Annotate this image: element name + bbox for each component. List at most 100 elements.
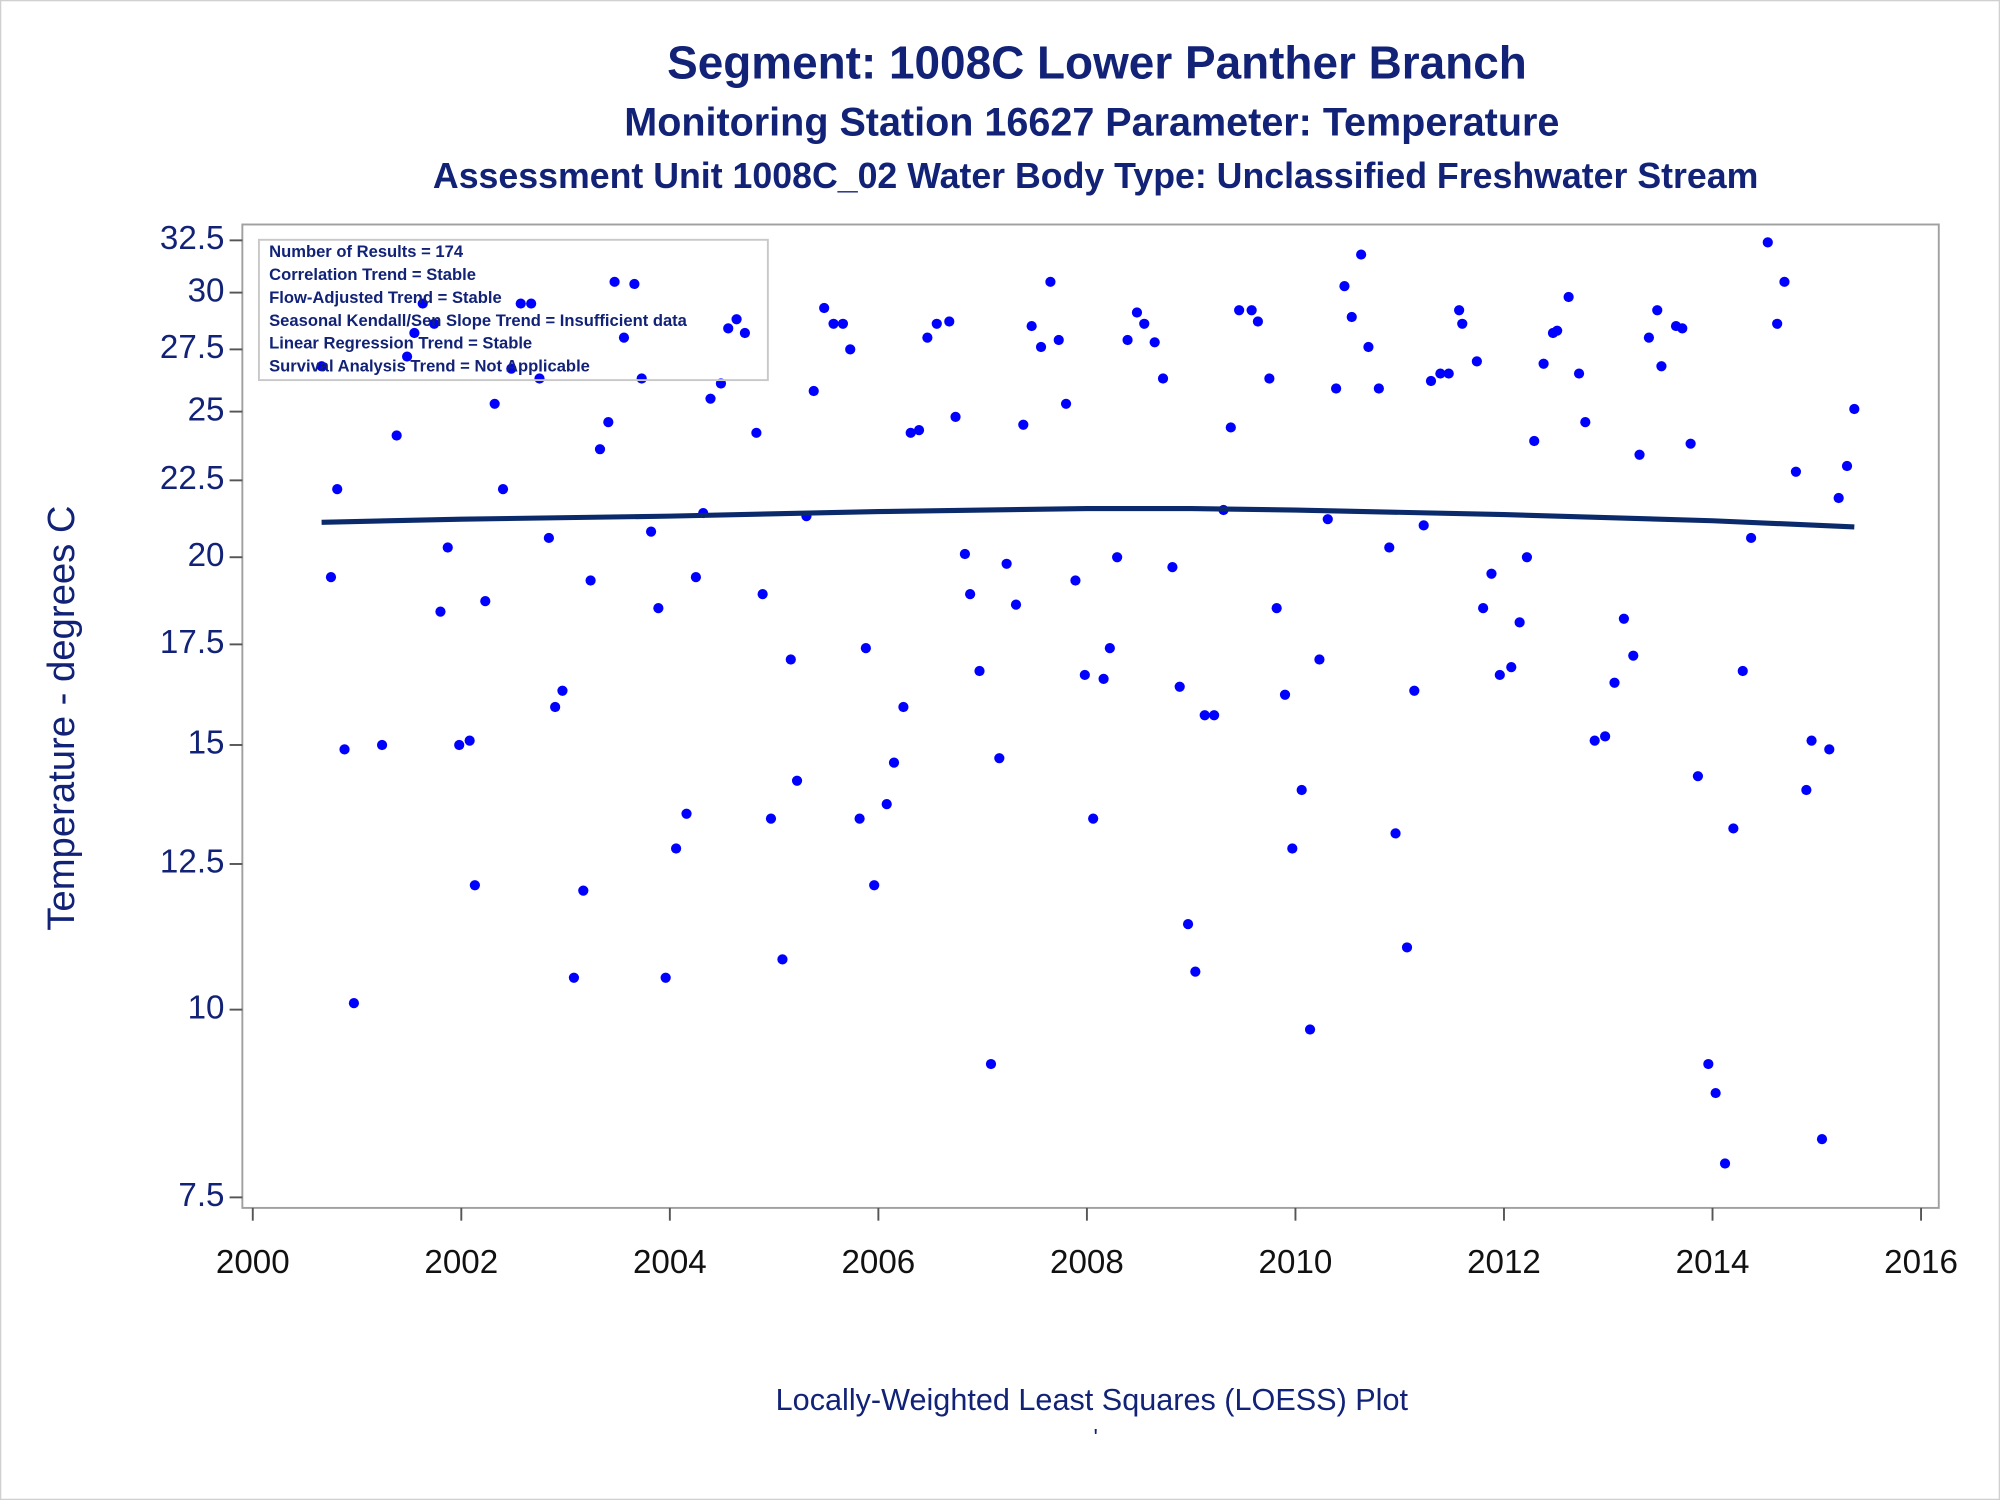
data-point (1589, 735, 1600, 746)
data-point (1816, 1134, 1828, 1145)
data-point (578, 885, 589, 896)
data-point (526, 298, 537, 309)
data-point (922, 332, 933, 343)
data-point (1122, 334, 1133, 346)
data-point (1104, 643, 1115, 654)
data-point (1279, 689, 1291, 700)
data-point (534, 373, 545, 384)
data-point (1112, 552, 1123, 563)
data-point (325, 572, 337, 583)
data-point (881, 799, 892, 810)
data-point (1563, 291, 1574, 303)
inset-text: Flow-Adjusted Trend = Stable (269, 288, 502, 307)
data-point (316, 361, 327, 372)
data-point (959, 548, 971, 560)
data-point (1252, 316, 1264, 327)
data-point (1443, 368, 1454, 379)
loess-line (321, 505, 1855, 530)
data-point (332, 484, 343, 495)
data-point (585, 575, 596, 586)
data-point (1677, 323, 1688, 334)
data-point (1339, 281, 1350, 292)
data-point (1271, 603, 1282, 614)
data-point (550, 701, 561, 713)
data-point (739, 327, 751, 339)
data-point (1246, 305, 1257, 316)
plot-frame (241, 223, 1940, 1209)
data-point (1018, 419, 1029, 430)
data-point (1457, 318, 1468, 329)
data-point (497, 484, 509, 495)
data-point (1618, 613, 1629, 624)
data-point (660, 972, 671, 983)
data-point (1745, 532, 1757, 544)
y-tick-label: 32.5 (160, 220, 225, 257)
data-point (429, 318, 440, 329)
data-point (1098, 673, 1109, 684)
data-point (618, 332, 630, 343)
data-point (1824, 744, 1835, 755)
data-point (348, 998, 360, 1009)
data-point (1573, 368, 1585, 379)
data-point (1209, 710, 1220, 721)
data-point (1182, 919, 1194, 930)
data-point (1580, 417, 1591, 428)
data-point (1801, 784, 1812, 796)
y-axis-label: Temperature - degrees C (40, 506, 83, 931)
data-point (1026, 320, 1037, 332)
data-point (1494, 669, 1505, 681)
y-tick-label: 15 (188, 725, 225, 762)
y-tick-label: 10 (188, 989, 225, 1026)
data-point (1070, 575, 1081, 586)
data-point (690, 572, 702, 583)
data-point (1471, 356, 1482, 367)
data-point (1157, 373, 1169, 384)
data-point (1149, 337, 1160, 348)
data-point (898, 701, 909, 713)
data-point (1418, 520, 1429, 531)
data-point (1521, 552, 1533, 563)
data-point (568, 972, 580, 983)
data-point (808, 385, 819, 397)
data-point (1060, 398, 1072, 409)
data-point (1234, 305, 1245, 316)
data-point (645, 526, 657, 537)
data-point (731, 314, 742, 325)
data-point (1304, 1024, 1316, 1035)
inset-text: Number of Results = 174 (269, 242, 464, 261)
data-point (869, 880, 880, 891)
data-point (1287, 843, 1298, 854)
inset-text: Seasonal Kendall/Sen Slope Trend = Insuf… (269, 311, 688, 330)
data-point (1552, 325, 1563, 336)
data-point (1390, 828, 1401, 839)
y-tick-label: 17.5 (160, 624, 225, 661)
data-point (1762, 237, 1773, 248)
y-tick-label: 25 (188, 391, 225, 428)
data-point (1454, 305, 1465, 316)
data-point (944, 316, 955, 327)
data-point (1833, 492, 1844, 504)
data-point (905, 427, 916, 438)
data-point (931, 318, 942, 329)
data-point (1435, 368, 1446, 379)
data-point (1373, 383, 1384, 394)
data-point (994, 753, 1005, 764)
data-point (1190, 966, 1201, 977)
inset-text: Linear Regression Trend = Stable (269, 334, 532, 353)
data-point (705, 393, 716, 404)
x-tick-label: 2016 (1884, 1244, 1958, 1281)
data-point (1737, 665, 1748, 677)
data-point (435, 606, 446, 617)
y-tick-label: 12.5 (160, 844, 225, 881)
data-point (1384, 542, 1395, 553)
data-point (965, 589, 976, 600)
chart-subtitle: Monitoring Station 16627 Parameter: Temp… (624, 100, 1559, 144)
data-point (1849, 403, 1860, 415)
data-point (1652, 305, 1663, 316)
y-tick-label: 7.5 (178, 1177, 224, 1214)
data-point (1529, 435, 1540, 447)
data-point (1486, 568, 1497, 579)
data-point (653, 603, 664, 614)
x-tick-label: 2012 (1467, 1244, 1541, 1281)
data-point (1045, 276, 1056, 287)
